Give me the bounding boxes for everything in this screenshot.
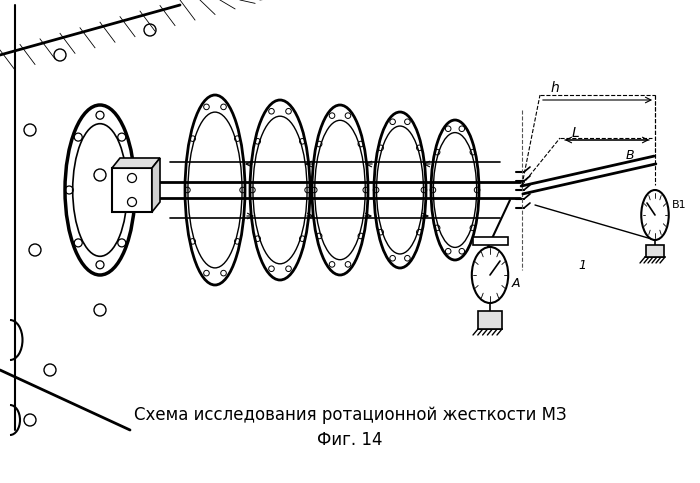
Bar xyxy=(646,245,664,257)
Text: A: A xyxy=(512,276,521,289)
Bar xyxy=(112,168,152,212)
Polygon shape xyxy=(112,158,160,168)
Bar xyxy=(478,311,502,329)
Text: 1: 1 xyxy=(578,258,586,271)
Ellipse shape xyxy=(641,190,668,240)
Text: Схема исследования ротационной жесткости МЗ: Схема исследования ротационной жесткости… xyxy=(134,406,566,424)
Bar xyxy=(473,237,508,245)
Ellipse shape xyxy=(472,247,508,303)
Text: B1: B1 xyxy=(672,200,687,210)
Text: h: h xyxy=(551,81,559,95)
Polygon shape xyxy=(152,158,160,212)
Text: Фиг. 14: Фиг. 14 xyxy=(317,431,383,449)
Text: L: L xyxy=(571,126,579,140)
Text: B: B xyxy=(626,148,634,161)
